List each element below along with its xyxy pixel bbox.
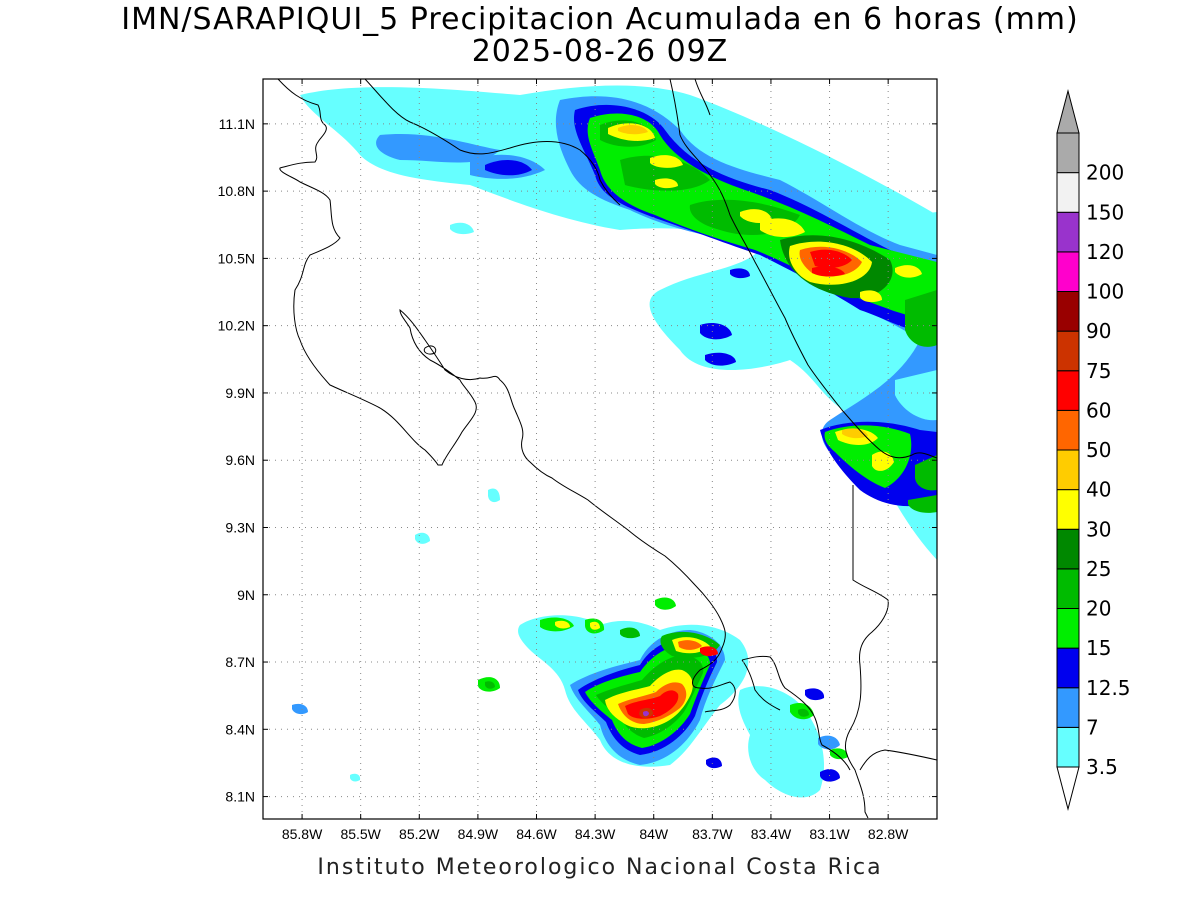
lon-tick-label: 82.8W	[868, 826, 909, 842]
map-timestamp: 2025-08-26 09Z	[471, 34, 729, 69]
lon-axis: 85.8W 85.5W 85.2W 84.9W 84.6W 84.3W 84W 83.7W 83…	[282, 826, 909, 842]
lon-tick-label: 85.2W	[399, 826, 440, 842]
gridlines	[263, 79, 937, 819]
colorbar-label: 60	[1086, 398, 1111, 422]
lat-axis: 11.1N 10.8N 10.5N 10.2N 9.9N 9.6N 9.3N 9N 8.7N 8.…	[218, 116, 255, 805]
lat-tick-label: 9N	[237, 587, 255, 603]
colorbar-label: 120	[1086, 240, 1124, 264]
lat-tick-label: 9.9N	[225, 385, 255, 401]
lon-tick-label: 84W	[639, 826, 669, 842]
lon-tick-label: 84.3W	[575, 826, 616, 842]
colorbar-label: 30	[1086, 517, 1111, 541]
colorbar-swatch	[1056, 291, 1080, 332]
colorbar-swatch	[1056, 132, 1080, 174]
lat-tick-label: 10.8N	[218, 183, 255, 199]
colorbar-min-arrow	[1056, 766, 1080, 811]
colorbar-swatch	[1056, 647, 1080, 689]
lon-tick-label: 84.6W	[516, 826, 557, 842]
colorbar-swatch	[1056, 330, 1080, 372]
lon-tick-label: 83.4W	[751, 826, 792, 842]
colorbar-label: 150	[1086, 200, 1124, 224]
coastline	[277, 79, 937, 819]
colorbar-swatch	[1056, 409, 1080, 451]
colorbar-label: 75	[1086, 359, 1111, 383]
colorbar-swatch	[1056, 449, 1080, 491]
colorbar-max-arrow	[1056, 89, 1080, 134]
colorbar: 3.5 7 12.5 15 20 25 30 40 50 60 75 90 100 120 150 200	[1056, 89, 1131, 811]
map-frame	[262, 78, 938, 820]
colorbar-label: 20	[1086, 597, 1111, 621]
lon-tick-label: 85.8W	[282, 826, 323, 842]
colorbar-label: 12.5	[1086, 676, 1131, 700]
map-title: IMN/SARAPIQUI_5 Precipitacion Acumulada …	[121, 2, 1079, 37]
colorbar-label: 50	[1086, 438, 1111, 462]
lat-tick-label: 8.4N	[225, 721, 255, 737]
lat-tick-label: 9.3N	[225, 519, 255, 535]
precipitation-field	[292, 85, 937, 798]
footer-credit: Instituto Meteorologico Nacional Costa R…	[317, 855, 883, 880]
rain-cluster-south	[292, 488, 848, 798]
lon-tick-label: 83.7W	[692, 826, 733, 842]
lon-tick-label: 85.5W	[340, 826, 381, 842]
colorbar-swatch	[1056, 528, 1080, 570]
lat-tick-label: 8.1N	[225, 789, 255, 805]
colorbar-label: 100	[1086, 280, 1124, 304]
colorbar-swatch	[1056, 568, 1080, 609]
rain-band-caribbean	[300, 85, 937, 560]
lat-tick-label: 10.2N	[218, 318, 255, 334]
tick-marks	[263, 79, 937, 819]
colorbar-label: 25	[1086, 557, 1111, 581]
lat-tick-label: 8.7N	[225, 654, 255, 670]
colorbar-label: 90	[1086, 319, 1111, 343]
colorbar-label: 15	[1086, 636, 1111, 660]
lon-tick-label: 84.9W	[458, 826, 499, 842]
lat-tick-label: 10.5N	[218, 250, 255, 266]
colorbar-swatch	[1056, 687, 1080, 728]
colorbar-swatch	[1056, 489, 1080, 530]
colorbar-swatch	[1056, 608, 1080, 649]
colorbar-swatch	[1056, 251, 1080, 292]
lat-tick-label: 11.1N	[219, 116, 255, 132]
lon-tick-label: 83.1W	[809, 826, 850, 842]
colorbar-label: 7	[1086, 715, 1099, 739]
lat-tick-label: 9.6N	[225, 452, 255, 468]
colorbar-label: 200	[1086, 161, 1124, 185]
colorbar-swatch	[1056, 172, 1080, 213]
colorbar-label: 40	[1086, 478, 1111, 502]
colorbar-swatch	[1056, 726, 1080, 768]
colorbar-swatch	[1056, 370, 1080, 411]
colorbar-label: 3.5	[1086, 755, 1118, 779]
colorbar-swatch	[1056, 211, 1080, 253]
